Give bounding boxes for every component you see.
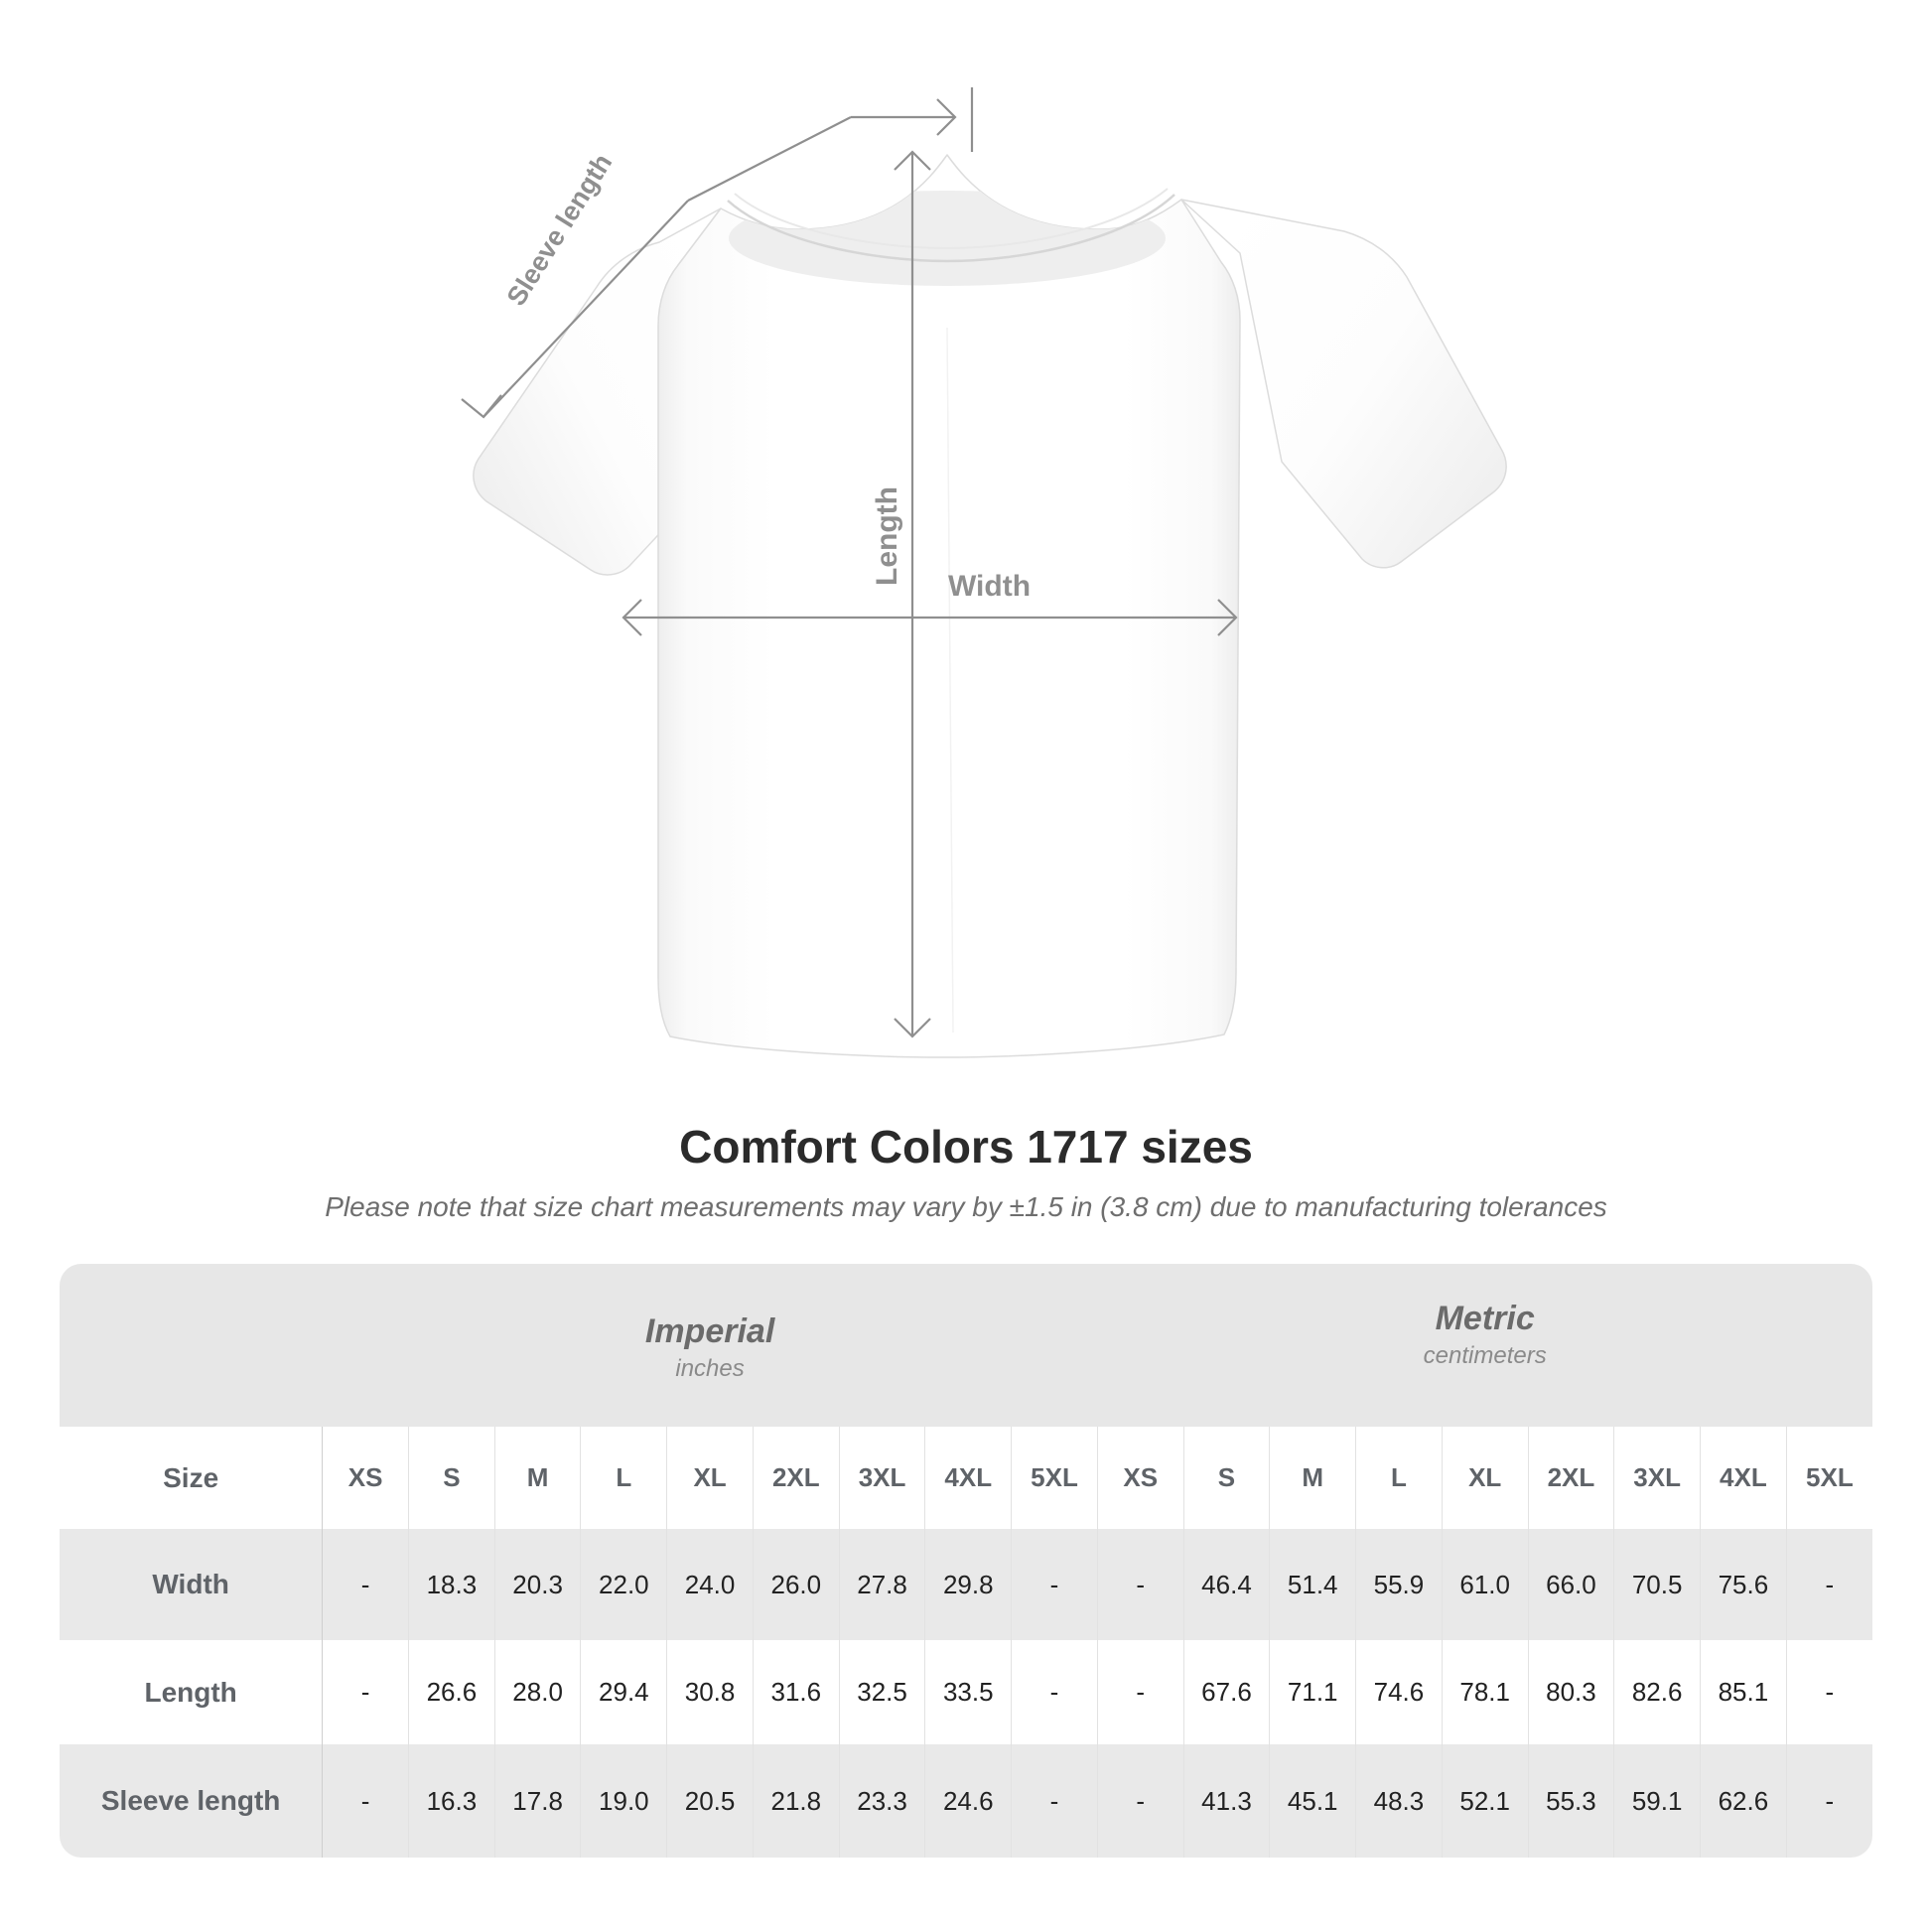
svg-text:Width: Width xyxy=(948,570,1031,603)
svg-text:Sleeve length: Sleeve length xyxy=(501,149,619,312)
svg-text:Length: Length xyxy=(871,486,903,586)
